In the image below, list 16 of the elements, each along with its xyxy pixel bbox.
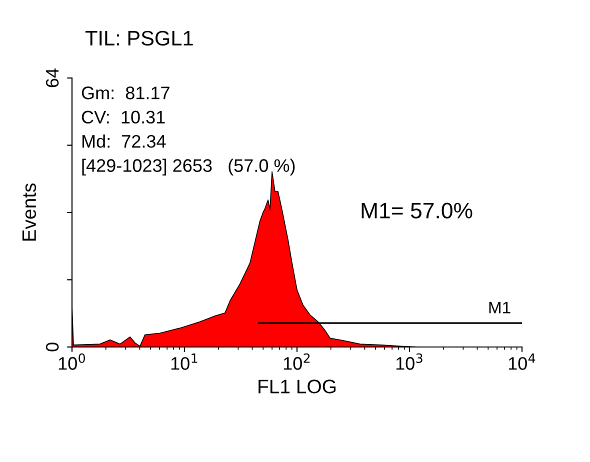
series-label: M1 xyxy=(489,302,510,314)
x-tick-label: 10$^{1}$ xyxy=(171,354,198,370)
x-tick-label: 10$^{2}$ xyxy=(284,353,310,370)
annotation: CV: 10.31 xyxy=(82,110,165,124)
x-tick-label: 10$^{3}$ xyxy=(396,353,422,370)
y-tick-label: 64 xyxy=(46,68,59,88)
annotation: Gm: 81.17 xyxy=(82,86,170,100)
x-axis-title: FL1 LOG xyxy=(258,380,336,394)
annotation: Md: 72.34 xyxy=(82,134,166,148)
x-tick-label: 10$^{4}$ xyxy=(508,354,536,370)
annotation: [429-1023] 2653 (57.0 %) xyxy=(82,158,295,176)
x-tick-label: 10$^{0}$ xyxy=(58,353,86,370)
y-tick-label: 0 xyxy=(46,342,59,352)
y-axis-title: Events xyxy=(22,183,36,241)
chart-title: TIL: PSGL1 xyxy=(85,30,193,46)
annotation: M1= 57.0% xyxy=(362,202,472,218)
